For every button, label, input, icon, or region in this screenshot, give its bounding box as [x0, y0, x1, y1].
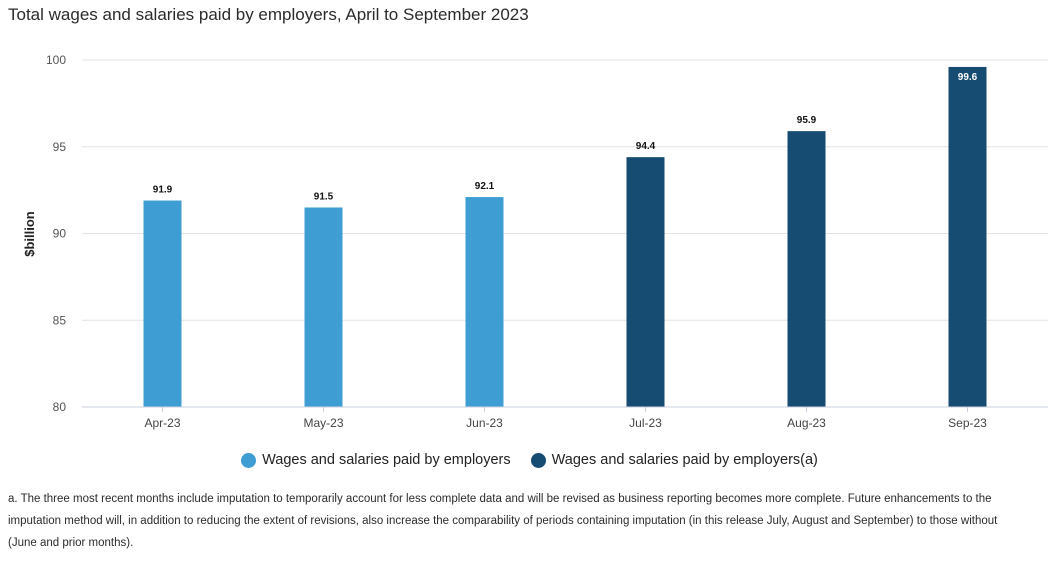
x-tick-label: Sep-23 — [948, 416, 987, 430]
legend-item-series-1[interactable]: Wages and salaries paid by employers — [241, 452, 511, 468]
footnote: a. The three most recent months include … — [8, 488, 1008, 554]
data-label: 91.5 — [314, 191, 334, 202]
bar[interactable] — [304, 207, 343, 407]
x-tick-label: Jun-23 — [466, 416, 503, 430]
data-label: 92.1 — [475, 181, 495, 192]
bar[interactable] — [626, 157, 665, 407]
y-tick-label: 90 — [53, 227, 67, 241]
grid-lines — [82, 59, 1048, 321]
legend-label: Wages and salaries paid by employers — [262, 452, 511, 468]
y-tick-label: 80 — [53, 400, 67, 414]
y-axis-label: $billion — [22, 211, 37, 257]
x-tick-label: Jul-23 — [629, 416, 662, 430]
y-tick-label: 100 — [46, 53, 66, 67]
y-tick-label: 85 — [53, 313, 67, 327]
chart-title: Total wages and salaries paid by employe… — [8, 5, 529, 24]
y-axis-ticks: 80 85 90 95 100 — [46, 53, 66, 414]
bar-chart: 80 85 90 95 100 $billion 91.9 91.5 92.1 94.4 95.… — [22, 53, 1048, 430]
data-label: 99.6 — [958, 72, 978, 83]
x-tick-label: May-23 — [303, 416, 343, 430]
bar[interactable] — [143, 200, 182, 407]
footnote-text: a. The three most recent months include … — [8, 493, 998, 549]
bar[interactable] — [787, 131, 826, 407]
x-tick-label: Apr-23 — [144, 416, 180, 430]
x-axis-ticks: Apr-23 May-23 Jun-23 Jul-23 Aug-23 Sep-23 — [144, 407, 987, 430]
bar[interactable] — [948, 66, 987, 407]
data-label: 91.9 — [153, 185, 173, 196]
y-tick-label: 95 — [53, 140, 67, 154]
data-label: 94.4 — [636, 141, 656, 152]
legend-swatch-circle — [241, 452, 257, 468]
legend-item-series-2[interactable]: Wages and salaries paid by employers(a) — [530, 452, 818, 468]
legend-label: Wages and salaries paid by employers(a) — [551, 452, 818, 468]
legend: Wages and salaries paid by employers Wag… — [0, 452, 1059, 468]
legend-swatch-circle — [530, 452, 546, 468]
x-tick-label: Aug-23 — [787, 416, 826, 430]
bars — [143, 66, 987, 407]
bar[interactable] — [465, 197, 504, 407]
data-labels: 91.9 91.5 92.1 94.4 95.9 99.6 — [153, 72, 978, 203]
data-label: 95.9 — [797, 115, 817, 126]
